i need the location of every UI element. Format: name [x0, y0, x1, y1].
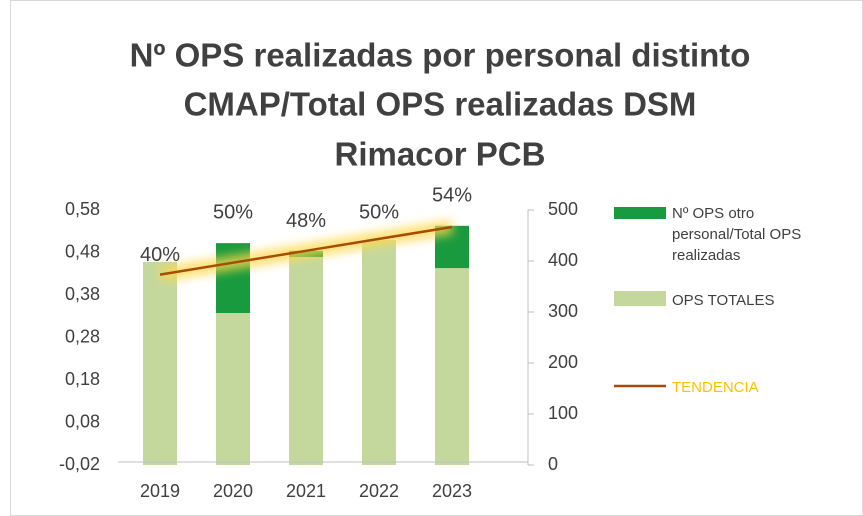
x-tick-label: 2020 — [213, 481, 253, 501]
x-tick-label: 2022 — [359, 481, 399, 501]
bar-segment — [435, 268, 469, 465]
data-label: 50% — [359, 201, 399, 223]
legend-label-box: TENDENCIA — [672, 379, 759, 396]
x-tick-label: 2023 — [432, 481, 472, 501]
legend-label-box: Nº OPS otro personal/Total OPS realizada… — [672, 205, 802, 264]
data-label: 50% — [213, 201, 253, 223]
y-tick-label: -0,02 — [59, 454, 100, 474]
y2-tick-label: 200 — [548, 352, 578, 372]
data-label: 40% — [140, 244, 180, 266]
y2-tick-label: 100 — [548, 403, 578, 423]
bar-segment — [362, 240, 396, 465]
y-tick-label: 0,48 — [65, 241, 100, 261]
data-label: 48% — [286, 210, 326, 232]
y2-tick-label: 300 — [548, 301, 578, 321]
y2-tick-label: 500 — [548, 199, 578, 219]
bar-segment — [143, 262, 177, 465]
bar-segment — [216, 243, 250, 314]
y2-tick-label: 400 — [548, 250, 578, 270]
x-tick-label: 2019 — [140, 481, 180, 501]
y-tick-label: 0,38 — [65, 284, 100, 304]
trend-line — [159, 225, 453, 276]
y-tick-label: 0,28 — [65, 326, 100, 346]
bar-segment — [289, 256, 323, 465]
legend-label: TENDENCIA — [672, 379, 759, 396]
y-tick-label: 0,58 — [65, 199, 100, 219]
chart-title: CMAP/Total OPS realizadas DSM — [184, 86, 697, 123]
y-tick-label: 0,18 — [65, 369, 100, 389]
legend-swatch — [614, 291, 666, 306]
legend-swatch — [614, 207, 666, 219]
bar-segment — [216, 313, 250, 465]
legend-label-box: OPS TOTALES — [672, 292, 775, 309]
chart-title: Rimacor PCB — [335, 136, 546, 173]
chart-title: Nº OPS realizadas por personal distinto — [130, 37, 751, 74]
y2-tick-label: 0 — [548, 454, 558, 474]
y-tick-label: 0,08 — [65, 411, 100, 431]
data-label: 54% — [432, 184, 472, 206]
x-tick-label: 2021 — [286, 481, 326, 501]
legend-label: OPS TOTALES — [672, 292, 775, 309]
legend-label: Nº OPS otro personal/Total OPS realizada… — [672, 205, 802, 264]
